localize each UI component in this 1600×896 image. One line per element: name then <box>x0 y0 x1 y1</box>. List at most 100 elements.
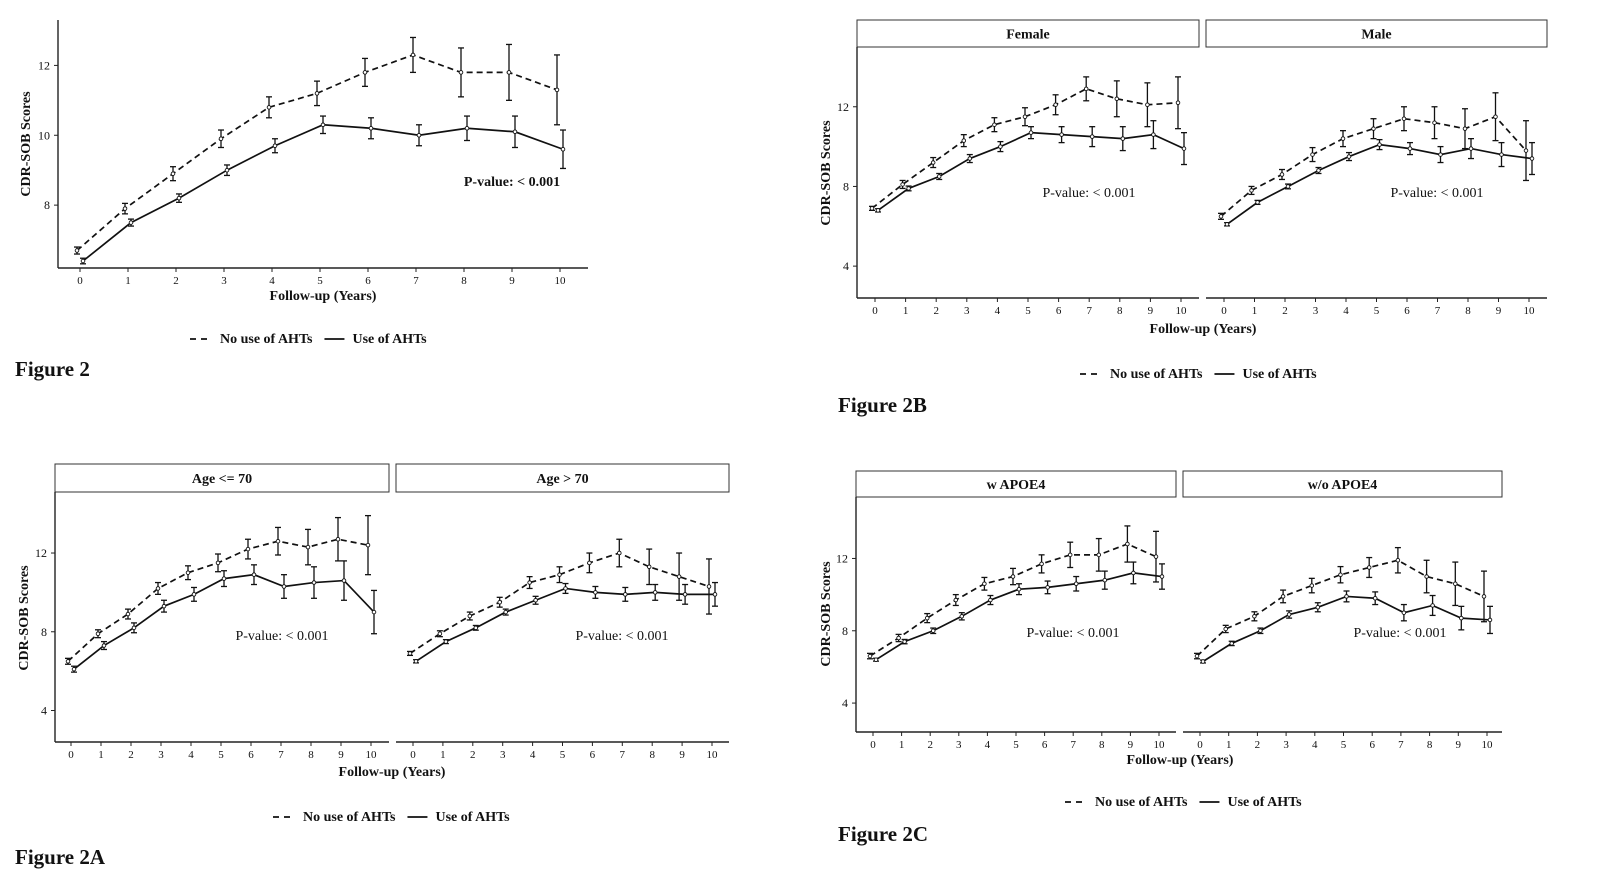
data-point-use <box>1401 610 1407 615</box>
data-point-use <box>101 643 107 648</box>
x-tick-label: 10 <box>707 749 719 761</box>
data-point-use <box>1316 168 1321 173</box>
data-point-no-use <box>1252 614 1257 619</box>
y-tick-label: 8 <box>44 198 50 212</box>
x-tick-label: 6 <box>1042 739 1048 751</box>
data-point-use <box>1346 154 1352 159</box>
data-point-no-use <box>869 206 875 211</box>
x-tick-label: 2 <box>1282 305 1288 317</box>
data-point-no-use <box>1223 626 1228 632</box>
y-axis-label: CDR-SOB Scores <box>19 91 34 197</box>
x-tick-label: 6 <box>1056 305 1062 317</box>
data-point-use <box>1028 130 1034 135</box>
data-point-use <box>1377 142 1382 147</box>
data-point-use <box>623 592 628 597</box>
data-point-no-use <box>1039 561 1044 567</box>
p-value-annotation: P-value: < 0.001 <box>1026 626 1119 641</box>
data-point-no-use <box>74 248 80 253</box>
data-point-use <box>1407 146 1413 151</box>
p-value-annotation: P-value: < 0.001 <box>235 629 328 644</box>
data-point-use <box>988 597 993 603</box>
x-tick-label: 8 <box>1427 739 1433 751</box>
data-point-no-use <box>458 70 464 75</box>
data-point-use <box>1151 132 1156 137</box>
data-point-no-use <box>362 70 368 75</box>
y-axis-label: CDR-SOB Scores <box>819 561 834 667</box>
x-tick-label: 5 <box>1013 739 1019 751</box>
x-tick-label: 3 <box>956 739 962 751</box>
data-point-use <box>503 609 508 615</box>
data-point-no-use <box>155 586 161 591</box>
data-point-no-use <box>527 580 532 585</box>
data-point-no-use <box>1153 554 1159 559</box>
data-point-use <box>902 639 907 644</box>
data-point-no-use <box>953 597 959 603</box>
legend: No use of AHTs Use of AHTs <box>273 810 510 825</box>
x-tick-label: 5 <box>218 749 224 761</box>
legend-label-use: Use of AHTs <box>435 810 510 825</box>
x-tick-label: 9 <box>679 749 685 761</box>
data-point-no-use <box>924 615 930 621</box>
x-tick-label: 2 <box>1255 739 1261 751</box>
x-tick-label: 9 <box>338 749 344 761</box>
data-point-no-use <box>1175 100 1181 106</box>
data-point-no-use <box>410 52 416 58</box>
data-point-use <box>593 590 598 595</box>
data-point-no-use <box>1424 574 1429 579</box>
data-point-use <box>1459 615 1464 621</box>
data-point-no-use <box>407 651 413 656</box>
x-tick-label: 1 <box>1252 305 1258 317</box>
y-tick-label: 4 <box>41 704 47 718</box>
data-point-use <box>416 133 422 138</box>
y-tick-label: 12 <box>38 58 50 72</box>
data-point-use <box>1229 641 1234 646</box>
data-point-use <box>371 609 377 615</box>
data-point-no-use <box>1401 116 1407 121</box>
data-point-no-use <box>1218 214 1224 219</box>
y-tick-label: 10 <box>38 128 50 142</box>
x-tick-label: 5 <box>1374 305 1380 317</box>
x-tick-label: 2 <box>470 749 476 761</box>
data-point-no-use <box>930 160 936 165</box>
data-point-no-use <box>1067 552 1073 558</box>
data-point-use <box>128 220 134 225</box>
data-point-no-use <box>1083 86 1089 92</box>
data-point-use <box>1529 156 1535 161</box>
data-point-no-use <box>497 599 502 605</box>
data-point-use <box>176 195 182 201</box>
data-point-no-use <box>467 613 473 619</box>
x-tick-label: 5 <box>560 749 566 761</box>
series-line-no-use <box>76 54 558 252</box>
x-tick-label: 0 <box>68 749 74 761</box>
x-tick-label: 3 <box>964 305 970 317</box>
x-tick-label: 4 <box>530 749 536 761</box>
x-tick-label: 2 <box>128 749 134 761</box>
series-line-use <box>415 587 715 663</box>
data-point-no-use <box>65 659 71 664</box>
x-tick-label: 10 <box>1482 739 1494 751</box>
series-line-use <box>1226 143 1533 225</box>
chart-panel: Age > 70 0 1 2 3 4 5 6 7 8 9 10 P-value: < 0.001 <box>395 463 730 761</box>
series-line-use <box>877 131 1185 212</box>
x-tick-label: 1 <box>1226 739 1232 751</box>
data-point-use <box>875 208 881 213</box>
data-point-no-use <box>867 653 873 659</box>
x-tick-label: 10 <box>1176 305 1188 317</box>
data-point-no-use <box>1493 114 1498 119</box>
legend-label-no-use: No use of AHTs <box>303 810 396 825</box>
data-point-use <box>1120 136 1126 141</box>
legend-label-use: Use of AHTs <box>1227 795 1302 810</box>
x-tick-label: 8 <box>649 749 655 761</box>
data-point-no-use <box>1279 172 1285 177</box>
data-point-no-use <box>587 560 592 566</box>
x-tick-label: 10 <box>1154 739 1166 751</box>
data-point-use <box>191 592 197 597</box>
x-tick-label: 1 <box>98 749 104 761</box>
legend-label-no-use: No use of AHTs <box>1095 795 1188 810</box>
data-point-use <box>967 156 973 161</box>
data-point-use <box>1181 146 1187 151</box>
